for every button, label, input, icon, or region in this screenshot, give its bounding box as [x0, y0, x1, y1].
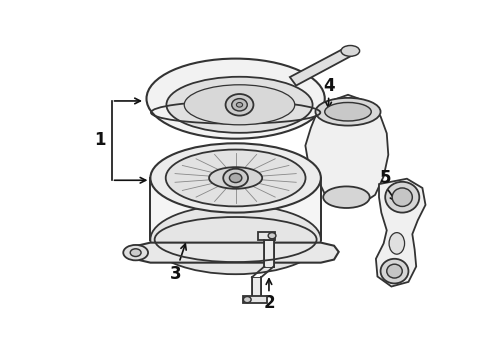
Ellipse shape [268, 233, 276, 239]
Polygon shape [258, 232, 275, 239]
Polygon shape [290, 46, 353, 86]
Ellipse shape [325, 103, 371, 121]
Text: 5: 5 [379, 169, 391, 187]
Ellipse shape [150, 205, 321, 274]
Ellipse shape [392, 188, 412, 206]
Ellipse shape [166, 149, 306, 206]
Ellipse shape [223, 169, 248, 187]
Polygon shape [129, 243, 339, 263]
Ellipse shape [232, 99, 247, 111]
Ellipse shape [385, 182, 419, 213]
Ellipse shape [244, 297, 251, 303]
Polygon shape [305, 95, 388, 205]
Polygon shape [243, 296, 268, 303]
Text: 3: 3 [170, 265, 182, 283]
Ellipse shape [381, 259, 409, 283]
Ellipse shape [147, 59, 325, 139]
Ellipse shape [387, 264, 402, 278]
Ellipse shape [130, 249, 141, 256]
Ellipse shape [225, 94, 253, 116]
Ellipse shape [341, 45, 360, 56]
Ellipse shape [209, 167, 262, 189]
Ellipse shape [123, 245, 148, 260]
Ellipse shape [323, 186, 369, 208]
Ellipse shape [236, 103, 243, 107]
Ellipse shape [389, 233, 405, 254]
Ellipse shape [316, 98, 381, 126]
Text: 1: 1 [94, 131, 106, 149]
Text: 2: 2 [263, 294, 275, 312]
Ellipse shape [167, 77, 313, 133]
Polygon shape [252, 277, 261, 296]
Polygon shape [150, 178, 321, 239]
Ellipse shape [150, 143, 321, 213]
Text: 4: 4 [323, 77, 335, 95]
Polygon shape [376, 179, 425, 287]
Ellipse shape [229, 173, 242, 183]
Ellipse shape [184, 85, 295, 125]
Polygon shape [264, 239, 273, 266]
